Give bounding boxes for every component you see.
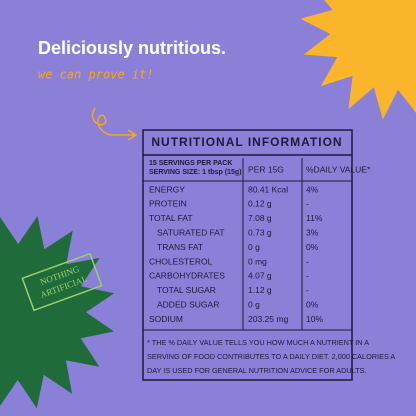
daily-value: -	[306, 199, 309, 209]
badge-border	[21, 252, 103, 312]
nutrient-name: CARBOHYDRATES	[149, 271, 225, 281]
amount: 1.12 g	[248, 285, 272, 295]
daily-value: -	[306, 271, 309, 281]
daily-value: 10%	[306, 314, 323, 324]
footnote: * THE % DAILY VALUE TELLS YOU HOW MUCH A…	[147, 338, 369, 347]
nutrient-name: TOTAL SUGAR	[157, 285, 216, 295]
amount: 0 mg	[248, 256, 267, 266]
serving-size: SERVING SIZE: 1 tbsp (15g)	[149, 169, 241, 176]
nutrient-name: TOTAL FAT	[149, 213, 193, 223]
sunburst	[0, 216, 115, 409]
amount: 80.41 Kcal	[248, 184, 288, 194]
table-border	[142, 129, 353, 381]
amount: 0.12 g	[248, 199, 272, 209]
subtitle: we can prove it!	[38, 68, 154, 82]
sunburst	[300, 0, 416, 120]
footnote: DAY IS USED FOR GENERAL NUTRITION ADVICE…	[147, 366, 366, 375]
amount: 0.73 g	[248, 227, 272, 237]
arrow	[92, 107, 138, 141]
nutrient-name: ADDED SUGAR	[157, 299, 219, 309]
daily-value: 4%	[306, 184, 319, 194]
title: Deliciously nutritious.	[38, 38, 226, 58]
amount: 203.25 mg	[248, 314, 288, 324]
daily-value: 0%	[306, 242, 319, 252]
daily-value: 11%	[306, 213, 323, 223]
amount: 0 g	[248, 242, 260, 252]
table-title: NUTRITIONAL INFORMATION	[151, 135, 342, 149]
daily-value: -	[306, 285, 309, 295]
footnote: SERVING OF FOOD CONTRIBUTES TO A DAILY D…	[147, 352, 395, 361]
nutrient-name: SATURATED FAT	[157, 227, 225, 237]
nutrient-name: SODIUM	[149, 314, 183, 324]
daily-value: -	[306, 256, 309, 266]
column-header: %DAILY VALUE*	[306, 164, 371, 174]
nutrient-name: PROTEIN	[149, 199, 187, 209]
amount: 7.08 g	[248, 213, 272, 223]
amount: 4.07 g	[248, 271, 272, 281]
nutrient-name: CHOLESTEROL	[149, 256, 213, 266]
daily-value: 0%	[306, 299, 319, 309]
servings: 15 SERVINGS PER PACK	[149, 160, 232, 167]
column-header: PER 15G	[248, 164, 284, 174]
amount: 0 g	[248, 299, 260, 309]
nutrient-name: TRANS FAT	[157, 242, 203, 252]
nutrient-name: ENERGY	[149, 184, 185, 194]
daily-value: 3%	[306, 227, 319, 237]
